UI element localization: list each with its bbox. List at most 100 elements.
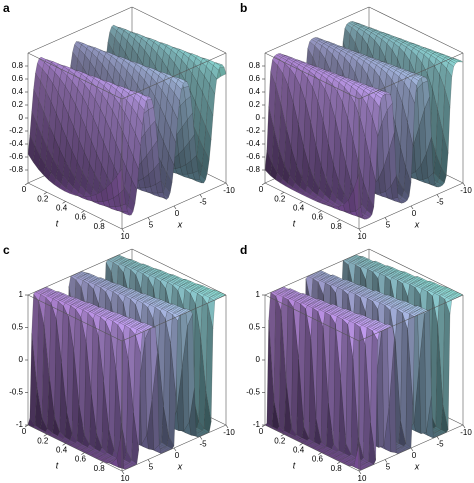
z-tick-label: -0.6 [9,152,23,161]
x-tick-label: 0 [175,209,180,218]
x-tick [225,424,229,429]
z-tick-label: 0.8 [12,61,24,70]
box-edge [121,52,227,100]
box-edge [264,6,370,54]
z-tick-label: 0.5 [249,323,261,332]
surface [264,21,464,220]
x-tick-label: 10 [358,232,367,241]
box-edge [27,294,123,342]
t-tick-label: 0.8 [331,464,343,473]
t-tick-label: 0.4 [56,446,68,455]
x-tick-label: 5 [386,463,391,472]
z-tick-label: 0.6 [249,74,261,83]
z-tick-label: 0.5 [12,323,24,332]
x-tick [199,194,203,198]
t-tick-label: 0 [259,185,264,194]
z-tick-label: 0 [256,113,261,122]
x-tick-label: 0 [412,451,417,460]
t-tick-label: 0.2 [274,436,286,445]
x-tick-label: 10 [121,232,130,241]
x-tick [462,182,466,187]
t-tick-label: 0.6 [75,455,87,464]
x-axis-label: x [177,219,183,229]
t-tick [261,182,266,186]
box-edge [358,52,464,100]
t-tick [337,461,341,465]
t-tick [318,452,322,455]
panel-label: c [3,243,10,257]
z-tick-label: 0 [19,355,24,364]
z-tick-label: 1 [19,290,24,299]
t-tick [43,191,47,195]
t-tick [24,424,29,428]
z-tick-label: -0.6 [246,152,260,161]
z-tick-label: 0 [19,113,24,122]
z-tick-label: -0.8 [9,165,23,174]
t-tick [337,219,341,223]
t-tick [24,182,29,186]
box-edge [264,182,360,230]
t-tick-label: 0 [259,427,264,436]
box-edge [131,248,227,296]
z-tick-label: -0.5 [9,388,23,397]
x-tick-label: 10 [121,474,130,483]
x-tick [147,459,151,463]
t-tick [62,201,66,204]
box-edge [264,248,370,296]
box-edge [264,424,360,472]
t-tick [318,210,322,213]
t-tick [299,443,303,446]
panel: b 0.8 0.6 0.4 0.2 0 -0.2 -0.4 -0.6 -0.8 0 0.2 0.4 0.6… [240,1,472,241]
z-tick-label: 0.8 [249,61,261,70]
t-axis-label: t [293,460,296,470]
t-tick [81,452,85,455]
x-tick-label: -10 [460,186,472,195]
z-tick-label: -0.4 [246,139,260,148]
z-tick-label: -1 [16,420,24,429]
x-tick [436,436,440,440]
x-tick [225,182,229,187]
t-tick [100,219,104,223]
t-tick-label: 0 [22,427,27,436]
t-tick [261,424,266,428]
x-tick-label: -5 [436,440,444,449]
t-axis-label: t [56,218,59,228]
x-tick [147,217,151,221]
z-tick-label: -0.8 [246,165,260,174]
box-edge [27,182,123,230]
x-tick [199,436,203,440]
box-edge [27,52,123,100]
t-tick [299,201,303,204]
z-tick-label: -0.2 [9,126,23,135]
box-edge [27,6,133,54]
z-tick-label: -0.2 [246,126,260,135]
z-tick-label: -0.4 [9,139,23,148]
x-tick [462,424,466,429]
x-tick-label: -5 [199,198,207,207]
surface [264,254,464,471]
z-tick-label: 0.4 [12,87,24,96]
z-tick-label: 0.2 [12,100,24,109]
x-tick-label: 5 [386,221,391,230]
x-tick [173,447,177,452]
x-tick-label: 5 [149,221,154,230]
panel: a 0.8 0.6 0.4 0.2 0 -0.2 -0.4 -0.6 -0.8 0 0.2 0.4 0.6… [3,1,235,241]
x-tick-label: 10 [358,474,367,483]
x-tick-label: 0 [412,209,417,218]
t-tick-label: 0.2 [37,194,49,203]
x-tick [358,470,362,475]
x-tick [410,205,414,210]
t-tick [100,461,104,465]
box-edge [368,248,464,296]
t-axis-label: t [293,218,296,228]
t-tick-label: 0.8 [94,222,106,231]
t-tick-label: 0.2 [37,436,49,445]
x-tick-label: -10 [223,428,235,437]
x-tick [173,205,177,210]
t-tick [81,210,85,213]
z-tick-label: 0.6 [12,74,24,83]
x-tick-label: -5 [436,198,444,207]
